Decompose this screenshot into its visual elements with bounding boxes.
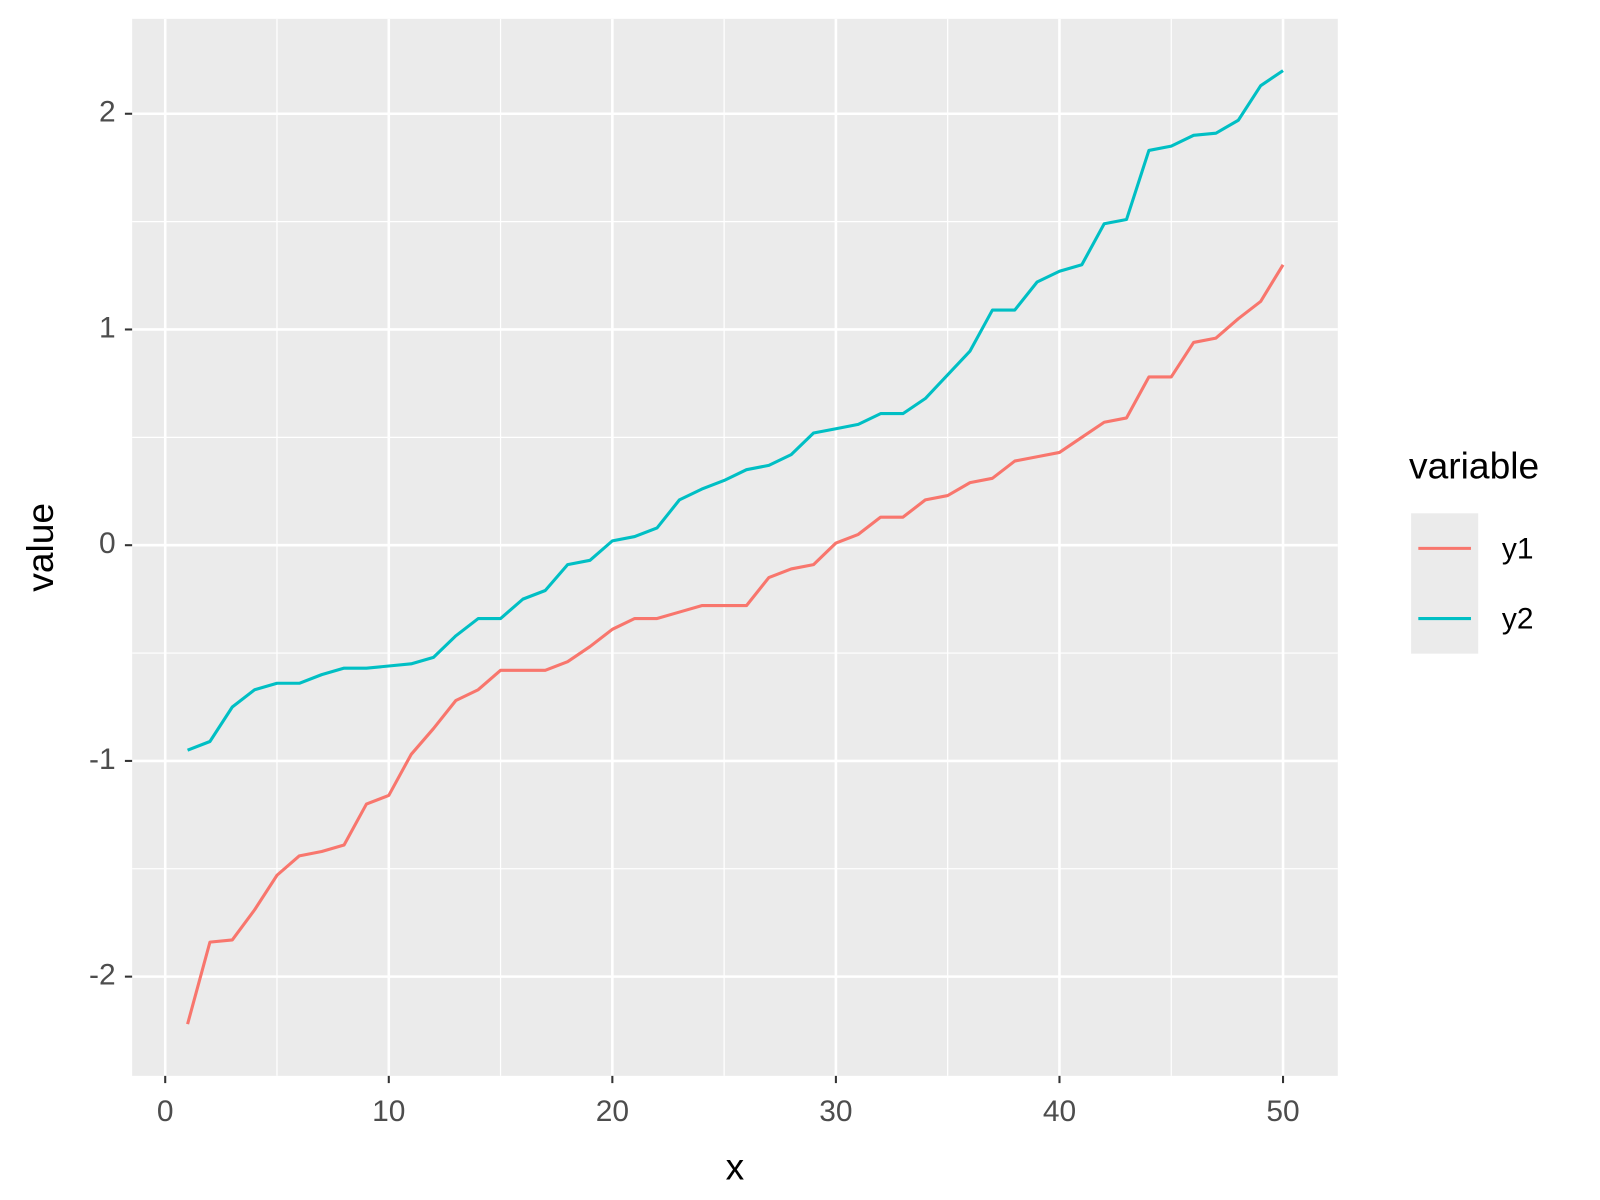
x-tick-label: 0 <box>157 1095 174 1128</box>
x-tick-label: 30 <box>819 1095 852 1128</box>
legend-title: variable <box>1409 445 1539 487</box>
y-tick-label: 1 <box>99 311 116 344</box>
series-line <box>187 69 1284 752</box>
x-axis-title: x <box>726 1146 745 1188</box>
x-tick-label: 20 <box>596 1095 629 1128</box>
legend-label: y1 <box>1502 532 1534 565</box>
x-tick-label: 10 <box>372 1095 405 1128</box>
x-tick-label: 40 <box>1043 1095 1076 1128</box>
panel-background <box>132 18 1338 1076</box>
series-line <box>186 263 1285 1025</box>
y-tick-label: 0 <box>99 527 116 560</box>
y-tick-label: -2 <box>89 959 116 992</box>
y-tick-label: -1 <box>89 743 116 776</box>
y-tick-label: 2 <box>99 96 116 129</box>
legend-label: y2 <box>1502 603 1534 636</box>
x-tick-label: 50 <box>1266 1095 1299 1128</box>
y-axis-title: value <box>19 503 61 592</box>
